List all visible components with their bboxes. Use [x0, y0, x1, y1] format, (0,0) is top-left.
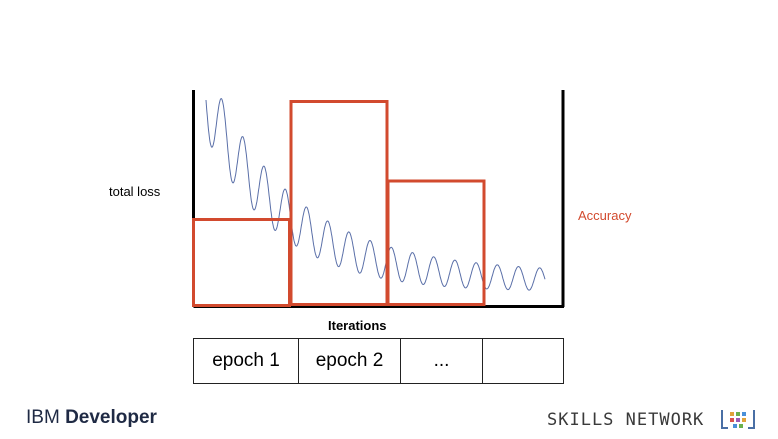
epoch-cell-ellipsis: ...: [401, 339, 483, 383]
x-axis-label: Iterations: [328, 318, 387, 333]
y-axis-label: total loss: [109, 184, 161, 199]
brand-strong: Developer: [65, 407, 157, 428]
epoch-cell-empty: [483, 339, 563, 383]
skills-network-logo: SKILLS NETWORK: [547, 410, 705, 430]
skills-network-icon: [721, 410, 755, 429]
epoch-cell-1: epoch 1: [194, 339, 299, 383]
accuracy-bar-epoch-1: [192, 218, 291, 307]
accuracy-label: Accuracy: [578, 208, 632, 223]
accuracy-bar-epoch-2: [289, 100, 389, 306]
accuracy-bar-epoch-3: [386, 179, 486, 306]
epoch-cell-2: epoch 2: [299, 339, 401, 383]
ibm-developer-logo: IBM Developer: [26, 407, 157, 429]
epoch-table: epoch 1 epoch 2 ...: [193, 338, 564, 384]
loss-curve: [205, 98, 546, 291]
brand-prefix: IBM: [26, 407, 66, 428]
